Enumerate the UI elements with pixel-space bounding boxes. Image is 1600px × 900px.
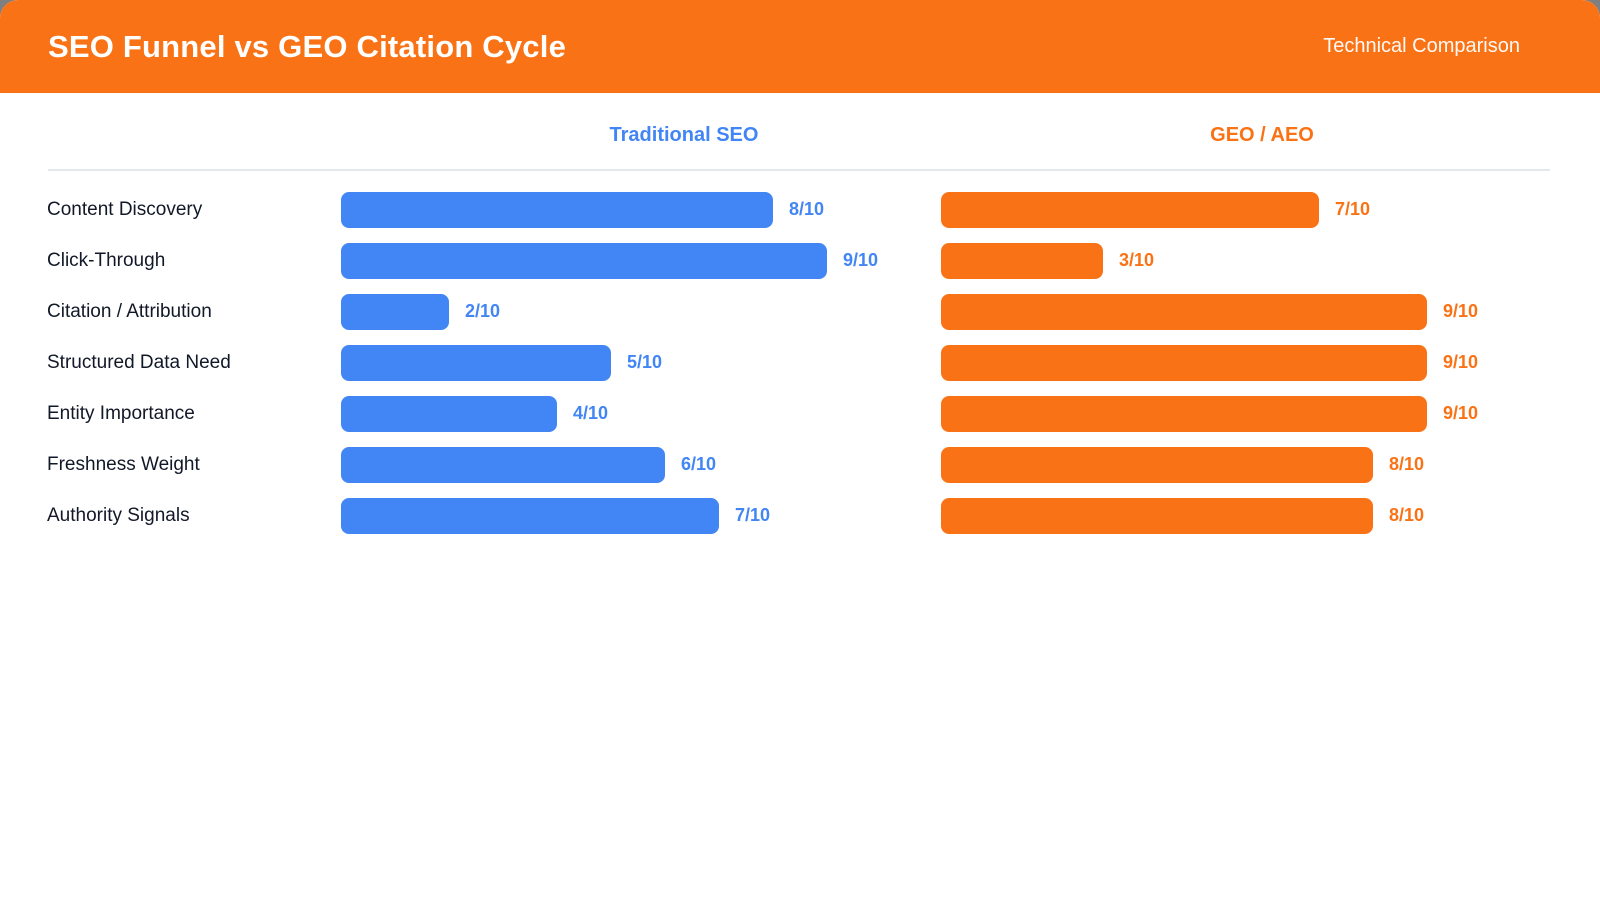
table-row: Authority Signals 7/10 8/10 <box>0 490 1600 541</box>
bar-chart: Content Discovery 8/10 7/10 Click-Through 9/… <box>0 171 1600 541</box>
bar-value-label: 9/10 <box>1443 301 1479 321</box>
table-row: Content Discovery 8/10 7/10 <box>0 184 1600 235</box>
geo-bar <box>941 293 1427 330</box>
table-row: Structured Data Need 5/10 9/10 <box>0 337 1600 388</box>
geo-bar-cell: 7/10 <box>941 191 1600 228</box>
seo-bar-cell: 5/10 <box>341 344 941 381</box>
geo-bar-cell: 8/10 <box>941 446 1600 483</box>
header-subtitle: Technical Comparison <box>1323 35 1520 57</box>
seo-bar-cell: 6/10 <box>341 446 941 483</box>
header-bar: SEO Funnel vs GEO Citation Cycle Technic… <box>0 0 1600 93</box>
geo-bar-cell: 9/10 <box>941 344 1600 381</box>
row-label: Click-Through <box>47 249 166 271</box>
seo-bar <box>341 446 665 483</box>
bar-value-label: 4/10 <box>573 403 609 423</box>
seo-bar <box>341 293 449 330</box>
row-label: Authority Signals <box>47 504 190 526</box>
bar-value-label: 3/10 <box>1119 250 1155 270</box>
bar-value-label: 2/10 <box>465 301 501 321</box>
bar-value-label: 8/10 <box>1389 505 1425 525</box>
geo-bar <box>941 395 1427 432</box>
seo-bar-cell: 2/10 <box>341 293 941 330</box>
table-row: Freshness Weight 6/10 8/10 <box>0 439 1600 490</box>
geo-bar-cell: 9/10 <box>941 395 1600 432</box>
seo-bar <box>341 395 557 432</box>
geo-bar <box>941 242 1103 279</box>
seo-bar-cell: 9/10 <box>341 242 941 279</box>
geo-bar-cell: 3/10 <box>941 242 1600 279</box>
row-label: Entity Importance <box>47 402 195 424</box>
seo-bar <box>341 344 611 381</box>
geo-bar-cell: 9/10 <box>941 293 1600 330</box>
seo-bar <box>341 242 827 279</box>
row-label: Citation / Attribution <box>47 300 212 322</box>
column-header-traditional-seo: Traditional SEO <box>609 124 759 146</box>
column-header-geo-aeo: GEO / AEO <box>1210 124 1314 146</box>
bar-value-label: 9/10 <box>1443 352 1479 372</box>
column-headers: Traditional SEO GEO / AEO <box>0 93 1600 169</box>
geo-bar <box>941 344 1427 381</box>
seo-bar-cell: 4/10 <box>341 395 941 432</box>
row-label: Content Discovery <box>47 198 203 220</box>
bar-value-label: 8/10 <box>789 199 825 219</box>
page-title: SEO Funnel vs GEO Citation Cycle <box>48 28 567 64</box>
seo-bar-cell: 8/10 <box>341 191 941 228</box>
bar-value-label: 7/10 <box>1335 199 1371 219</box>
bar-value-label: 5/10 <box>627 352 663 372</box>
table-row: Citation / Attribution 2/10 9/10 <box>0 286 1600 337</box>
geo-bar-cell: 8/10 <box>941 497 1600 534</box>
table-row: Click-Through 9/10 3/10 <box>0 235 1600 286</box>
bar-value-label: 9/10 <box>1443 403 1479 423</box>
bar-value-label: 9/10 <box>843 250 879 270</box>
row-label: Structured Data Need <box>47 351 231 373</box>
seo-bar-cell: 7/10 <box>341 497 941 534</box>
bar-value-label: 8/10 <box>1389 454 1425 474</box>
geo-bar <box>941 191 1319 228</box>
seo-bar <box>341 191 773 228</box>
row-label: Freshness Weight <box>47 453 200 475</box>
divider <box>48 169 1550 171</box>
bar-value-label: 7/10 <box>735 505 771 525</box>
table-row: Entity Importance 4/10 9/10 <box>0 388 1600 439</box>
bar-value-label: 6/10 <box>681 454 717 474</box>
seo-bar <box>341 497 719 534</box>
geo-bar <box>941 497 1373 534</box>
geo-bar <box>941 446 1373 483</box>
